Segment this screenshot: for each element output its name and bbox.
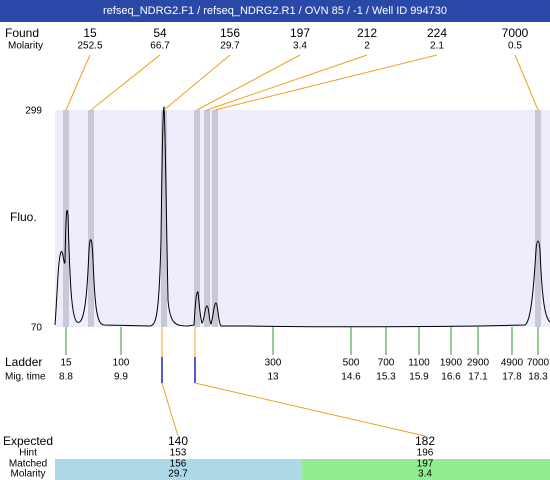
ladder-time: 9.9 bbox=[114, 372, 128, 383]
ladder-size: 1900 bbox=[440, 358, 463, 369]
ladder-time: 17.1 bbox=[468, 372, 488, 383]
expected-row-label: Matched bbox=[9, 459, 47, 470]
ladder-size: 1100 bbox=[408, 358, 430, 369]
expected-hint: 196 bbox=[417, 448, 434, 459]
ladder-size: 15 bbox=[60, 358, 72, 369]
found-link bbox=[163, 54, 231, 111]
ladder-size: 2900 bbox=[467, 358, 490, 369]
matched-band-2 bbox=[302, 459, 550, 480]
expected-expected: 182 bbox=[415, 434, 435, 448]
peak-band bbox=[204, 110, 210, 327]
plot-area bbox=[55, 110, 550, 327]
ladder-time: 18.3 bbox=[528, 372, 548, 383]
ladder-size: 7000 bbox=[527, 358, 550, 369]
found-sublabel: Molarity bbox=[8, 41, 43, 52]
matched-band-1 bbox=[55, 459, 302, 480]
found-link bbox=[214, 54, 438, 111]
found-link bbox=[206, 54, 368, 111]
found-link bbox=[196, 54, 301, 111]
expected-matched: 156 bbox=[170, 459, 187, 470]
ladder-time: 8.8 bbox=[59, 372, 73, 383]
found-molarity: 2 bbox=[364, 41, 370, 52]
ladder-time: 14.6 bbox=[341, 372, 361, 383]
found-size: 15 bbox=[83, 26, 97, 40]
ladder-size: 300 bbox=[265, 358, 282, 369]
ladder-time: 13 bbox=[267, 372, 279, 383]
found-molarity: 3.4 bbox=[293, 41, 307, 52]
found-link bbox=[90, 54, 161, 111]
expected-row-label: Hint bbox=[19, 448, 37, 459]
title: refseq_NDRG2.F1 / refseq_NDRG2.R1 / OVN … bbox=[103, 5, 447, 17]
peak-band bbox=[88, 110, 94, 327]
ladder-time: 15.3 bbox=[376, 372, 396, 383]
ladder-time: 15.9 bbox=[409, 372, 429, 383]
ladder-label: Ladder bbox=[5, 355, 42, 369]
peak-band bbox=[194, 110, 200, 327]
title-bar bbox=[0, 0, 550, 22]
found-link bbox=[65, 54, 91, 111]
found-link bbox=[514, 54, 539, 111]
y-top: 299 bbox=[25, 106, 42, 117]
peak-band bbox=[535, 110, 541, 327]
expected-link bbox=[161, 382, 179, 437]
ladder-size: 100 bbox=[113, 358, 130, 369]
found-size: 224 bbox=[427, 26, 447, 40]
ladder-time: 16.6 bbox=[441, 372, 461, 383]
found-label: Found bbox=[5, 26, 39, 40]
expected-molarity: 3.4 bbox=[418, 469, 432, 480]
expected-row-label: Expected bbox=[3, 434, 53, 448]
found-size: 7000 bbox=[502, 26, 529, 40]
found-molarity: 0.5 bbox=[508, 41, 522, 52]
peak-band bbox=[212, 110, 218, 327]
trace bbox=[54, 106, 550, 328]
y-bottom: 70 bbox=[31, 323, 43, 334]
found-size: 156 bbox=[220, 26, 240, 40]
ladder-size: 500 bbox=[343, 358, 360, 369]
found-size: 212 bbox=[357, 26, 377, 40]
ladder-sublabel: Mig. time bbox=[5, 372, 46, 383]
expected-link bbox=[194, 382, 426, 437]
found-size: 197 bbox=[290, 26, 310, 40]
ladder-time: 17.8 bbox=[502, 372, 522, 383]
found-molarity: 29.7 bbox=[220, 41, 240, 52]
expected-molarity: 29.7 bbox=[168, 469, 188, 480]
expected-row-label: Molarity bbox=[10, 469, 45, 480]
found-molarity: 252.5 bbox=[77, 41, 102, 52]
expected-matched: 197 bbox=[417, 459, 434, 470]
expected-hint: 153 bbox=[170, 448, 187, 459]
peak-band bbox=[161, 110, 167, 327]
ladder-size: 700 bbox=[378, 358, 395, 369]
expected-expected: 140 bbox=[168, 434, 188, 448]
found-molarity: 2.1 bbox=[430, 41, 444, 52]
y-label: Fluo. bbox=[10, 210, 37, 224]
found-size: 54 bbox=[153, 26, 167, 40]
labels: 15252.55466.715629.71973.421222242.17000… bbox=[3, 26, 550, 479]
found-molarity: 66.7 bbox=[150, 41, 170, 52]
ladder-size: 4900 bbox=[501, 358, 524, 369]
